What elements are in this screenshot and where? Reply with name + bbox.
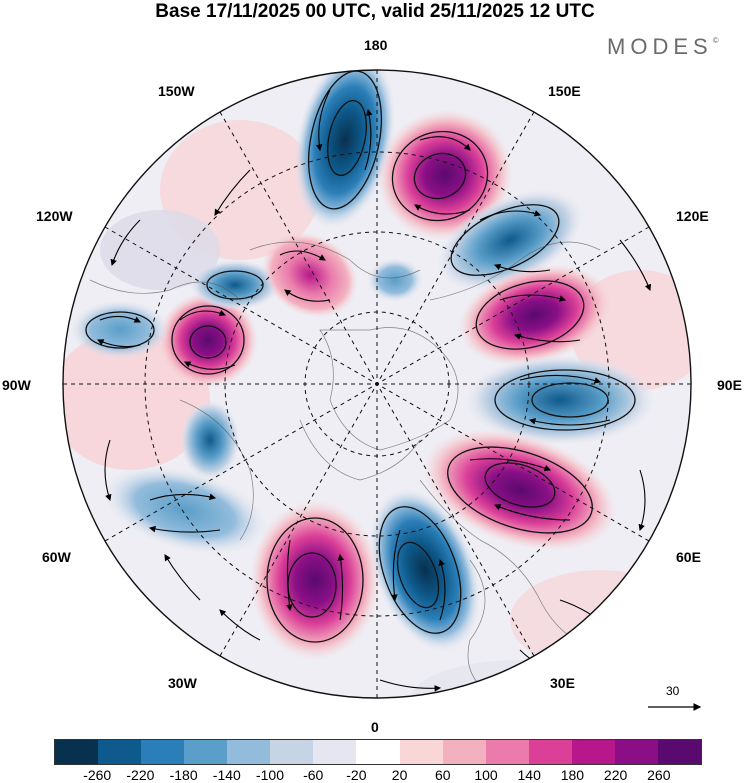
colorbar-segment bbox=[614, 740, 658, 764]
lon-label-60w: 60W bbox=[42, 549, 71, 565]
high-north-atlantic bbox=[250, 500, 380, 660]
colorbar-segment bbox=[270, 740, 314, 764]
reference-vector-label: 30 bbox=[666, 684, 680, 698]
lon-label-120e: 120E bbox=[676, 208, 709, 224]
low-labrador bbox=[180, 400, 240, 480]
colorbar-segment bbox=[98, 740, 142, 764]
colorbar-segment bbox=[55, 740, 99, 764]
colorbar-segment bbox=[485, 740, 529, 764]
lon-label-90e: 90E bbox=[717, 377, 742, 393]
low-scandinavia bbox=[369, 488, 481, 652]
colorbar-tick-label: -20 bbox=[346, 767, 367, 783]
lon-label-90w: 90W bbox=[2, 377, 31, 393]
brand-mark: © bbox=[712, 36, 719, 45]
colorbar-tick-label: -100 bbox=[255, 767, 285, 783]
colorbar bbox=[54, 739, 702, 765]
colorbar-segment bbox=[313, 740, 357, 764]
low-north-pacific bbox=[294, 70, 396, 229]
brand-name: MODES bbox=[607, 34, 713, 59]
map-boundary bbox=[62, 69, 692, 699]
colorbar-tick-label: -220 bbox=[126, 767, 155, 783]
colorbar-segment bbox=[356, 740, 400, 764]
colorbar-tick-label: 140 bbox=[517, 767, 541, 783]
colorbar-segment bbox=[442, 740, 486, 764]
colorbar-tick-label: 100 bbox=[474, 767, 498, 783]
colorbar-segment bbox=[528, 740, 572, 764]
colorbar-segment bbox=[184, 740, 228, 764]
lon-label-60e: 60E bbox=[676, 549, 701, 565]
colorbar-segment bbox=[657, 740, 701, 764]
chart-title: Base 17/11/2025 00 UTC, valid 25/11/2025… bbox=[155, 1, 595, 22]
lon-label-120w: 120W bbox=[36, 208, 73, 224]
colorbar-tick-label: -60 bbox=[303, 767, 324, 783]
colorbar-tick-label: 180 bbox=[560, 767, 585, 783]
colorbar-tick-label: 220 bbox=[603, 767, 628, 783]
lon-label-150e: 150E bbox=[548, 83, 581, 99]
high-beaufort bbox=[262, 232, 358, 318]
modes-logo: MODES© bbox=[607, 34, 719, 60]
lon-label-150w: 150W bbox=[158, 83, 195, 99]
low-eastern-pacific bbox=[367, 258, 423, 302]
lon-label-30e: 30E bbox=[550, 675, 575, 691]
colorbar-segment bbox=[571, 740, 615, 764]
graticule bbox=[63, 70, 691, 698]
lon-label-180: 180 bbox=[364, 37, 388, 53]
colorbar-tick-label: -140 bbox=[212, 767, 241, 783]
colorbar-tick-label: 260 bbox=[647, 767, 671, 783]
low-hudson bbox=[190, 260, 280, 310]
low-north-america bbox=[70, 300, 170, 360]
low-mid-atlantic bbox=[102, 465, 268, 555]
colorbar-tick-label: 60 bbox=[435, 767, 451, 783]
lon-label-0: 0 bbox=[371, 719, 379, 735]
high-central-siberia bbox=[458, 264, 612, 366]
colorbar-segment bbox=[399, 740, 443, 764]
colorbar-tick-label: 20 bbox=[391, 767, 408, 783]
colorbar-tick-label: -260 bbox=[83, 767, 112, 783]
colorbar-tick-label: -180 bbox=[169, 767, 198, 783]
low-west-siberia bbox=[465, 355, 655, 445]
colorbar-segment bbox=[141, 740, 185, 764]
lon-label-30w: 30W bbox=[168, 675, 197, 691]
colorbar-segment bbox=[227, 740, 271, 764]
